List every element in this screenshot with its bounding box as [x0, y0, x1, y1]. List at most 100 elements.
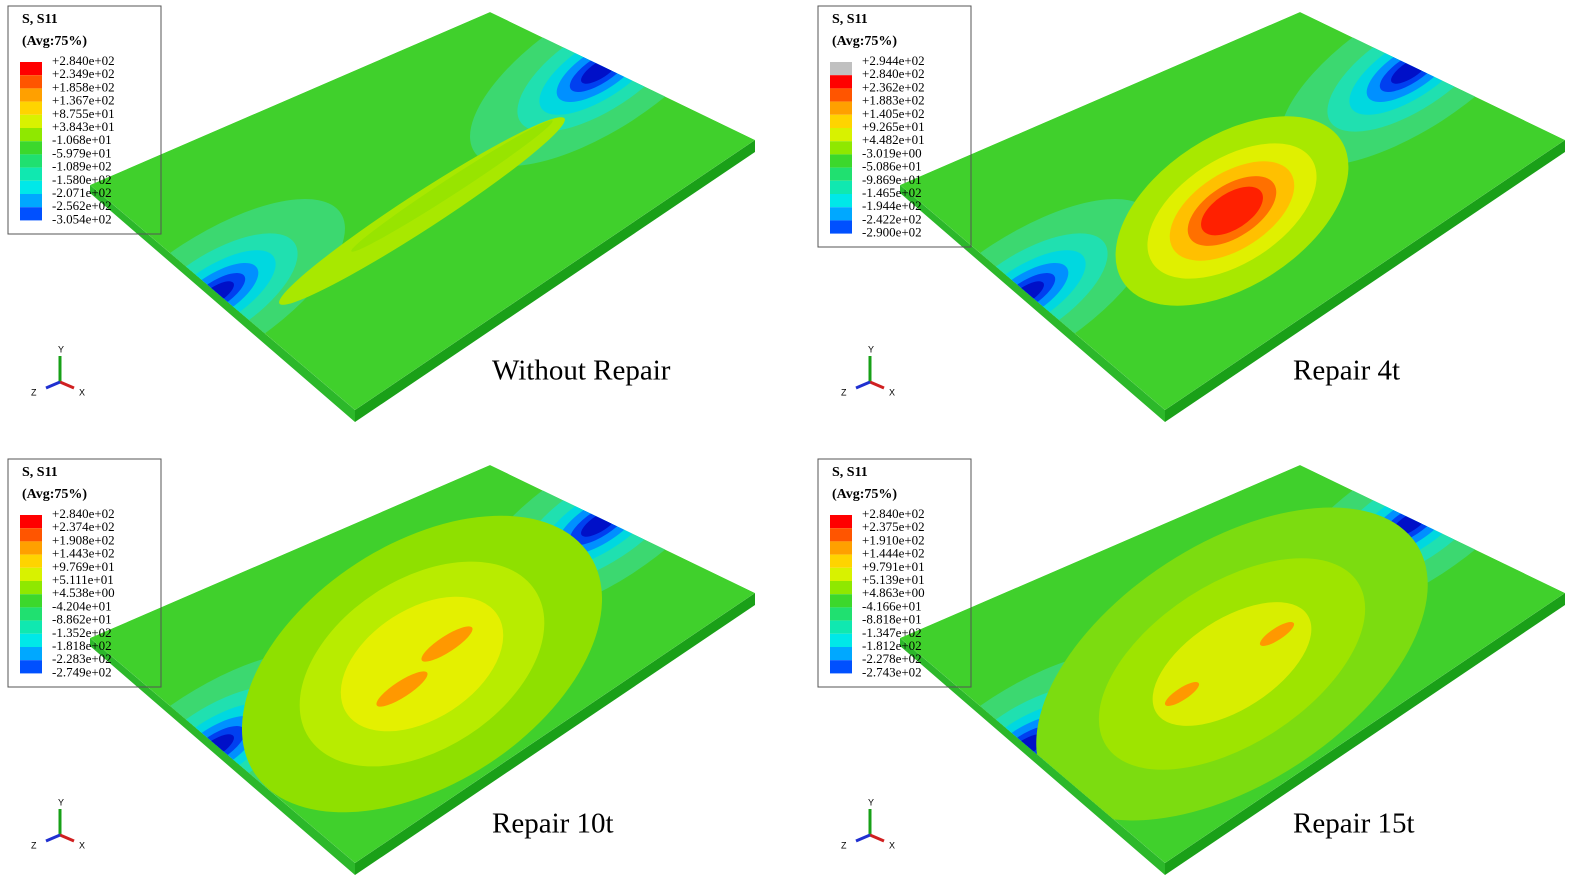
legend-level: -8.862e+01 — [52, 612, 112, 627]
stress-zone — [1259, 622, 1295, 646]
axis-label: X — [79, 387, 85, 397]
legend-swatch — [830, 167, 852, 181]
legend-level: +1.443e+02 — [52, 546, 115, 561]
legend-title: S, S11 — [22, 465, 58, 480]
legend-swatch — [830, 581, 852, 595]
legend-swatch — [20, 128, 42, 142]
legend-swatch — [830, 114, 852, 128]
legend-level: -4.166e+01 — [862, 598, 922, 613]
legend-swatch — [20, 207, 42, 221]
axis-z — [855, 833, 871, 843]
legend-swatch — [20, 541, 42, 555]
legend-level: -8.818e+01 — [862, 612, 922, 627]
legend-swatch — [20, 515, 42, 529]
stress-zone — [1201, 186, 1263, 236]
legend-title: S, S11 — [832, 12, 868, 27]
legend-swatch — [830, 141, 852, 155]
legend-level: +2.375e+02 — [862, 519, 925, 534]
axis-x — [869, 833, 885, 843]
legend-box — [7, 5, 162, 235]
legend-swatch — [20, 594, 42, 608]
legend-swatch — [830, 647, 852, 661]
legend-level: +1.910e+02 — [862, 532, 925, 547]
axis-label: Z — [31, 387, 37, 397]
legend-swatch — [20, 554, 42, 568]
legend-swatch — [830, 633, 852, 647]
legend-swatch — [830, 541, 852, 555]
plate-contours — [900, 12, 1565, 410]
legend-level: -2.422e+02 — [862, 211, 922, 226]
axis-label: Y — [58, 797, 64, 807]
legend-swatch — [830, 88, 852, 102]
legend-level: +1.858e+02 — [52, 79, 115, 94]
legend-level: -2.283e+02 — [52, 651, 112, 666]
legend-swatch — [830, 594, 852, 608]
legend-level: +9.265e+01 — [862, 119, 925, 134]
caption: Repair 4t — [1293, 355, 1400, 387]
axis-label: Y — [58, 344, 64, 354]
caption: Without Repair — [492, 355, 671, 387]
legend-level: -3.019e+00 — [862, 145, 922, 160]
legend-swatch — [20, 180, 42, 194]
legend-level: +2.362e+02 — [862, 79, 925, 94]
legend-level: +2.840e+02 — [52, 506, 115, 521]
legend-level: -2.562e+02 — [52, 198, 112, 213]
legend-swatch — [830, 515, 852, 529]
legend-swatch — [20, 62, 42, 76]
caption: Repair 15t — [1293, 808, 1415, 840]
legend-level: +1.444e+02 — [862, 546, 925, 561]
legend-swatch — [20, 141, 42, 155]
legend-level: -9.869e+01 — [862, 172, 922, 187]
legend-level: +5.111e+01 — [52, 572, 114, 587]
axis-x — [59, 380, 75, 390]
legend-level: +2.349e+02 — [52, 66, 115, 81]
legend-swatch — [20, 75, 42, 89]
legend-swatch — [830, 101, 852, 115]
legend-level: -1.465e+02 — [862, 185, 922, 200]
stress-zone — [421, 626, 473, 662]
legend-level: -1.068e+01 — [52, 132, 112, 147]
legend-level: -1.580e+02 — [52, 172, 112, 187]
plate-side — [355, 593, 755, 875]
legend-level: -1.818e+02 — [52, 638, 112, 653]
legend-level: -4.204e+01 — [52, 598, 112, 613]
plate-contours — [90, 465, 755, 863]
legend-level: +2.840e+02 — [862, 506, 925, 521]
axis-label: Z — [31, 840, 37, 850]
legend-avg: (Avg:75%) — [832, 487, 897, 502]
legend-level: -5.979e+01 — [52, 145, 112, 160]
legend-level: +1.883e+02 — [862, 93, 925, 108]
legend-swatch — [20, 154, 42, 168]
legend-level: -2.743e+02 — [862, 664, 922, 679]
legend-swatch — [830, 128, 852, 142]
axis-x — [59, 833, 75, 843]
legend-swatch — [20, 528, 42, 542]
legend-box — [817, 5, 972, 248]
legend-level: +9.769e+01 — [52, 559, 115, 574]
panel: S, S11 (Avg:75%) +2.840e+02+2.375e+02+1.91… — [817, 458, 1565, 875]
legend-level: -3.054e+02 — [52, 211, 112, 226]
axis-z — [855, 380, 871, 390]
legend-level: +2.840e+02 — [52, 53, 115, 68]
legend-level: +9.791e+01 — [862, 559, 925, 574]
legend-swatch — [830, 567, 852, 581]
legend-level: +2.944e+02 — [862, 53, 925, 68]
stress-zone — [376, 671, 428, 707]
legend-level: +1.405e+02 — [862, 106, 925, 121]
legend-swatch — [20, 167, 42, 181]
legend-swatch — [830, 180, 852, 194]
legend-level: +1.367e+02 — [52, 93, 115, 108]
legend-swatch — [20, 607, 42, 621]
stress-zone — [351, 120, 553, 252]
legend-swatch — [20, 620, 42, 634]
axis-label: X — [889, 387, 895, 397]
legend-swatch — [830, 75, 852, 89]
legend-box — [7, 458, 162, 688]
panel: S, S11 (Avg:75%) +2.944e+02+2.840e+02+2.36… — [817, 5, 1565, 422]
legend-level: -1.347e+02 — [862, 625, 922, 640]
legend-swatch — [830, 62, 852, 76]
legend-swatch — [830, 660, 852, 674]
caption: Repair 10t — [492, 808, 614, 840]
legend-level: -1.089e+02 — [52, 159, 112, 174]
